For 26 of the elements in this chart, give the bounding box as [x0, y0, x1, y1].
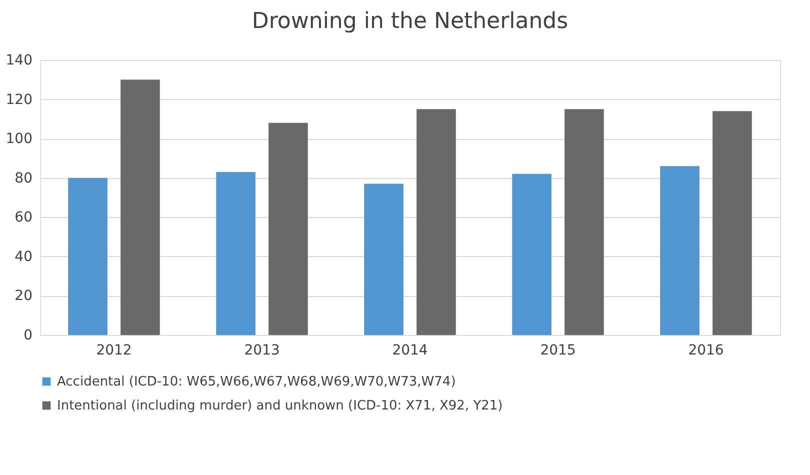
x-tick-label: 2013 — [244, 342, 280, 358]
bar — [68, 178, 108, 335]
bar — [660, 166, 700, 335]
legend-label: Accidental (ICD-10: W65,W66,W67,W68,W69,W70,W73,W74) — [57, 374, 456, 390]
x-tick-label: 2014 — [392, 342, 428, 358]
y-tick-label: 100 — [6, 131, 32, 148]
y-tick-label: 20 — [14, 288, 32, 304]
x-tick-label: 2015 — [540, 342, 576, 358]
bar — [564, 109, 604, 335]
x-tick-label: 2012 — [96, 342, 132, 358]
y-tick-label: 0 — [24, 328, 32, 344]
bar — [120, 80, 160, 335]
bar — [268, 122, 308, 335]
y-tick-label: 80 — [14, 170, 32, 186]
y-tick-label: 120 — [6, 92, 32, 108]
bar — [512, 174, 552, 335]
bar — [216, 172, 256, 335]
y-tick-label: 60 — [14, 210, 32, 226]
bar — [416, 109, 456, 335]
legend-label: Intentional (including murder) and unknown (ICD-10: X71, X92, Y21) — [57, 398, 503, 414]
x-tick-label: 2016 — [688, 342, 724, 358]
chart-title: Drowning in the Netherlands — [252, 9, 568, 34]
bar — [712, 111, 752, 335]
y-tick-label: 140 — [6, 52, 32, 68]
y-tick-label: 40 — [14, 248, 32, 265]
bar — [364, 184, 404, 335]
